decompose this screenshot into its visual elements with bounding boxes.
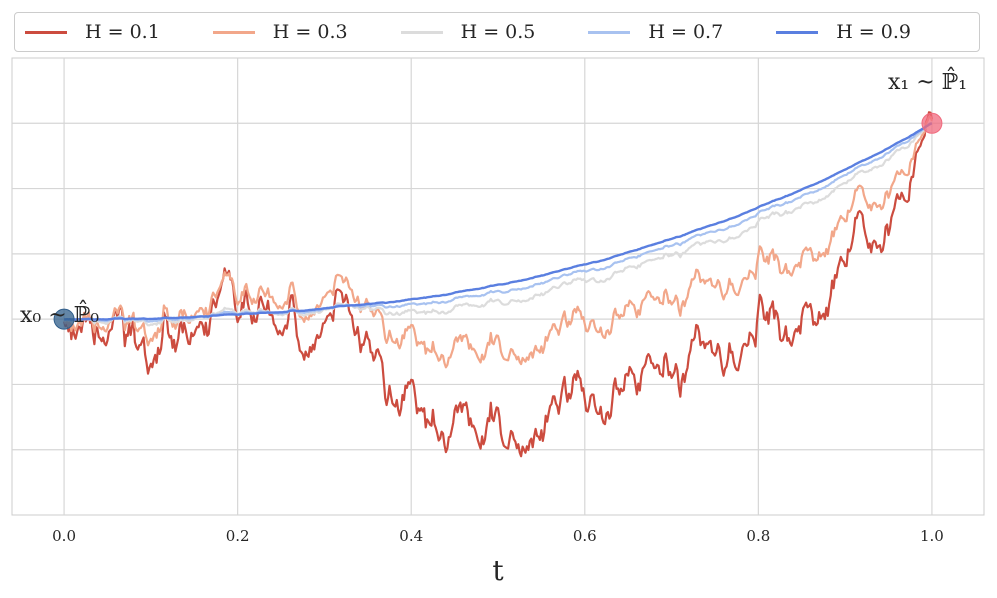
legend-item: H = 0.9 bbox=[766, 21, 911, 43]
legend-item: H = 0.7 bbox=[578, 21, 766, 43]
x-tick-label: 0.8 bbox=[746, 527, 770, 545]
x-tick-label: 0.2 bbox=[226, 527, 250, 545]
endpoint-markers bbox=[53, 112, 943, 330]
legend-item: H = 0.3 bbox=[203, 21, 391, 43]
start-point-marker bbox=[53, 308, 75, 330]
legend-swatch bbox=[588, 30, 631, 34]
x-tick-label: 0.6 bbox=[573, 527, 597, 545]
x-tick-label: 0.0 bbox=[52, 527, 76, 545]
x-tick-labels: 0.0 0.2 0.4 0.6 0.8 1.0 bbox=[52, 527, 944, 545]
end-point-marker bbox=[921, 112, 943, 134]
legend-item: H = 0.5 bbox=[391, 21, 579, 43]
series-lines bbox=[63, 111, 933, 458]
x-axis-label: t bbox=[492, 554, 504, 587]
series-line bbox=[63, 111, 933, 458]
end-point-label: x₁ ~ ℙ̂₁ bbox=[888, 67, 967, 95]
x-tick-label: 1.0 bbox=[920, 527, 944, 545]
series-line bbox=[64, 122, 933, 321]
legend-label: H = 0.1 bbox=[85, 21, 160, 43]
start-point-label: x₀ ~ ℙ̂₀ bbox=[20, 300, 99, 328]
legend-item: H = 0.1 bbox=[15, 21, 203, 43]
series-line bbox=[63, 115, 933, 369]
legend-swatch bbox=[25, 30, 67, 34]
plot-frame bbox=[11, 57, 985, 516]
legend-swatch bbox=[212, 30, 255, 34]
x-tick-label: 0.4 bbox=[399, 527, 423, 545]
legend-swatch bbox=[776, 30, 819, 34]
legend-label: H = 0.3 bbox=[272, 21, 348, 43]
legend-label: H = 0.5 bbox=[460, 21, 536, 43]
legend-swatch bbox=[400, 30, 443, 34]
legend: H = 0.1 H = 0.3 H = 0.5 H = 0.7 H = 0.9 bbox=[14, 12, 980, 52]
legend-label: H = 0.9 bbox=[836, 21, 911, 43]
legend-label: H = 0.7 bbox=[648, 21, 724, 43]
